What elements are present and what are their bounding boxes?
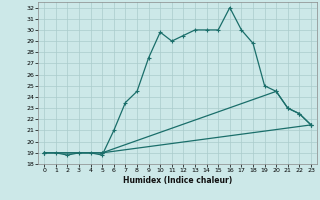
X-axis label: Humidex (Indice chaleur): Humidex (Indice chaleur) bbox=[123, 176, 232, 185]
